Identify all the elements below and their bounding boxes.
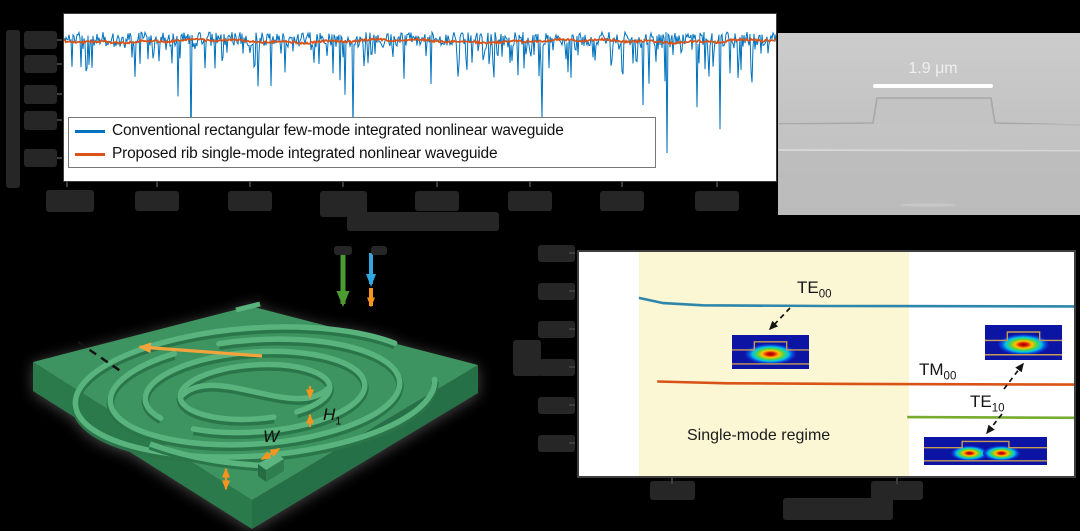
legend: Conventional rectangular few-mode integr… — [68, 117, 656, 168]
width-label: W — [263, 427, 280, 446]
illegible-label-blob — [538, 359, 575, 376]
legend-label: Proposed rib single-mode integrated nonl… — [112, 145, 498, 162]
illegible-label-blob — [600, 191, 644, 211]
illegible-label-blob — [508, 191, 552, 211]
axis-tick — [56, 157, 62, 159]
spiral-chip-diagram — [33, 253, 478, 529]
te00-label: TE00 — [797, 278, 832, 301]
scale-bar-label: 1.9 μm — [908, 60, 958, 77]
te10-pointer-arrow — [986, 413, 1003, 435]
te00-curve — [638, 296, 1074, 308]
axis-tick — [569, 290, 575, 292]
tm00-label: TM00 — [919, 360, 957, 383]
illegible-label-blob — [347, 212, 499, 231]
chip-body — [33, 301, 478, 529]
illegible-label-blob — [24, 55, 57, 73]
axis-tick — [56, 63, 62, 65]
illegible-label-blob — [650, 481, 695, 500]
illegible-label-blob — [415, 191, 459, 211]
illegible-label-blob — [228, 191, 272, 211]
width-arrow — [260, 448, 281, 460]
illegible-label-blob — [24, 31, 57, 49]
te10-label: TE10 — [970, 392, 1005, 415]
axis-tick — [529, 181, 531, 187]
illegible-label-blob — [334, 246, 352, 255]
illegible-label-blob — [24, 111, 57, 130]
transmission-traces — [64, 30, 776, 154]
legend-line-orange — [75, 152, 105, 156]
axis-tick — [342, 181, 344, 187]
legend-item-proposed: Proposed rib single-mode integrated nonl… — [69, 144, 655, 165]
axis-tick — [436, 181, 438, 187]
axis-tick — [156, 181, 158, 187]
axis-tick — [569, 328, 575, 330]
dashed-pointer-line — [77, 340, 123, 374]
illegible-label-blob — [538, 435, 575, 452]
illegible-label-blob — [538, 283, 575, 300]
scale-bar — [873, 84, 993, 88]
legend-line-blue — [75, 129, 105, 133]
illegible-label-blob — [24, 149, 57, 167]
illegible-label-blob — [24, 85, 57, 104]
mode-curves — [638, 296, 1074, 435]
axis-tick — [56, 39, 62, 41]
axis-tick — [896, 478, 898, 484]
illegible-label-blob — [783, 498, 893, 520]
axis-tick — [569, 366, 575, 368]
axis-tick — [716, 181, 718, 187]
te10-curve — [907, 415, 1074, 420]
te00-mode-field-image — [732, 335, 809, 369]
tm00-mode-field-image — [985, 325, 1062, 360]
axis-tick — [569, 404, 575, 406]
illegible-label-blob — [371, 246, 387, 255]
illegible-label-blob — [695, 191, 739, 211]
spiral-waveguide — [71, 324, 439, 464]
spiral-length-arrow — [138, 342, 263, 358]
axis-tick — [66, 181, 68, 187]
illegible-label-blob — [538, 245, 575, 262]
legend-label: Conventional rectangular few-mode integr… — [112, 122, 564, 139]
sem-rib-cross-section — [778, 97, 1080, 215]
mode-chart: TE00 TM00 TE10 Single-mode regime — [577, 250, 1076, 478]
axis-tick — [569, 442, 575, 444]
single-mode-regime-label: Single-mode regime — [687, 427, 831, 444]
illegible-label-blob — [46, 190, 94, 212]
axis-tick — [621, 181, 623, 187]
rib-height-label: H1 — [323, 405, 342, 428]
transmission-plot: Conventional rectangular few-mode integr… — [63, 13, 777, 182]
te10-mode-field-image — [924, 437, 1047, 465]
te00-pointer-arrow — [768, 307, 791, 331]
axis-tick — [56, 93, 62, 95]
tm00-curve — [657, 380, 1074, 386]
axis-tick — [249, 181, 251, 187]
illegible-label-blob — [871, 481, 923, 500]
illegible-label-blob — [135, 191, 179, 211]
illegible-label-blob — [513, 340, 541, 376]
axis-tick — [569, 252, 575, 254]
sem-image: 1.9 μm — [778, 33, 1080, 215]
illegible-label-blob — [6, 30, 20, 188]
axis-tick — [671, 478, 673, 484]
illegible-label-blob — [538, 397, 575, 414]
illegible-label-blob — [538, 321, 575, 338]
legend-item-conventional: Conventional rectangular few-mode integr… — [69, 121, 655, 142]
axis-tick — [56, 119, 62, 121]
